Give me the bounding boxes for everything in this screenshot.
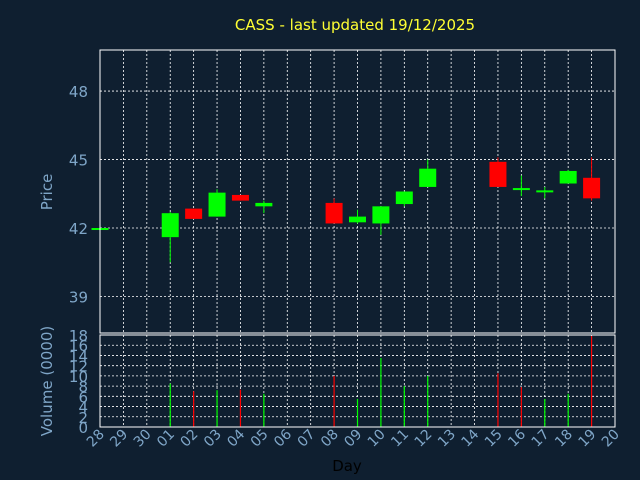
candle <box>536 186 554 199</box>
volume-y-tick-label: 0 <box>78 419 88 437</box>
price-y-tick-label: 45 <box>69 152 88 170</box>
volume-y-tick-label: 8 <box>78 378 88 396</box>
price-plot-frame <box>99 49 616 334</box>
candle <box>512 175 530 197</box>
candle <box>161 212 179 263</box>
candle-body <box>185 208 203 219</box>
candle-body <box>231 194 249 201</box>
chart-title: CASS - last updated 19/12/2025 <box>235 16 475 34</box>
volume-y-tick-label: 16 <box>69 337 88 355</box>
volume-y-tick-label: 4 <box>78 399 88 417</box>
candle <box>325 198 343 224</box>
candle <box>185 208 203 219</box>
candle-body <box>583 177 601 199</box>
candle <box>583 157 601 201</box>
volume-y-tick-label: 2 <box>78 409 88 427</box>
volume-y-tick-label: 10 <box>69 368 88 386</box>
x-tick-labels: 28 29 30 01 02 03 04 05 06 07 08 09 10 11 12 13 14 15 16 17… <box>84 426 623 450</box>
candle <box>419 159 437 187</box>
volume-bars <box>169 336 593 427</box>
candle <box>559 169 577 184</box>
volume-plot-frame <box>99 334 616 428</box>
candle <box>395 191 413 207</box>
candle-body <box>372 206 390 224</box>
candle <box>255 200 273 214</box>
candle-body <box>161 213 179 238</box>
price-y-tick-label: 39 <box>69 288 88 306</box>
price-candles <box>91 157 601 263</box>
candle <box>349 209 366 224</box>
candle-body <box>325 202 343 224</box>
volume-axis-label: Volume (0000) <box>38 326 56 436</box>
volume-y-tick-label: 12 <box>69 358 88 376</box>
volume-y-tick-label: 18 <box>69 327 88 345</box>
candle-body <box>419 168 437 187</box>
candle-body <box>349 216 366 223</box>
candle <box>489 157 507 187</box>
volume-y-tick-label: 6 <box>78 388 88 406</box>
price-y-tick-label: 48 <box>69 83 88 101</box>
candle-body <box>208 192 226 217</box>
candle-body <box>489 161 507 187</box>
volume-gridlines <box>99 334 616 428</box>
price-axis-label: Price <box>38 174 56 211</box>
candle-body <box>512 188 530 191</box>
volume-y-tick-label: 14 <box>69 347 88 365</box>
price-y-tick-label: 42 <box>69 220 88 238</box>
candle-body <box>395 191 413 205</box>
candle <box>208 189 226 217</box>
candle <box>372 206 390 235</box>
candle-body <box>536 190 554 193</box>
candle-body <box>255 202 273 207</box>
price-y-tick-labels: 39 42 45 48 <box>69 83 88 306</box>
x-axis-label: Day <box>332 457 362 475</box>
candle-body <box>559 170 577 184</box>
candle <box>231 194 249 201</box>
